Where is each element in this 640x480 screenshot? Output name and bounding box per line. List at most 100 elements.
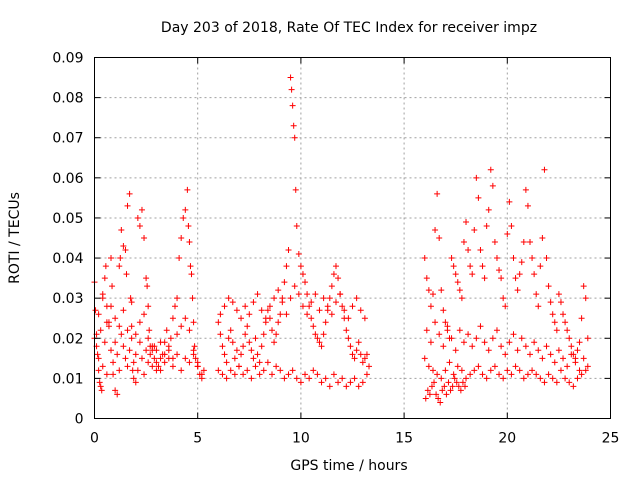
data-point <box>114 351 121 358</box>
data-point <box>576 367 583 374</box>
data-point <box>112 315 119 322</box>
data-point <box>302 371 309 378</box>
data-point <box>489 335 496 342</box>
data-point <box>481 275 488 282</box>
data-point <box>443 391 450 398</box>
data-point <box>295 291 302 298</box>
data-point <box>109 283 116 290</box>
data-point <box>574 347 581 354</box>
data-point <box>562 319 569 326</box>
y-tick-label: 0.01 <box>52 371 83 387</box>
data-point <box>421 255 428 262</box>
data-point <box>180 214 187 221</box>
data-point <box>293 375 300 382</box>
data-point <box>423 327 430 334</box>
data-point <box>566 335 573 342</box>
data-point <box>510 331 517 338</box>
data-point <box>186 327 193 334</box>
data-point <box>231 355 238 362</box>
data-point <box>487 367 494 374</box>
data-point <box>347 379 354 386</box>
data-point <box>304 291 311 298</box>
data-point <box>215 367 222 374</box>
data-point <box>510 255 517 262</box>
data-point <box>463 375 470 382</box>
data-point <box>345 315 352 322</box>
data-point <box>326 295 333 302</box>
data-point <box>442 319 449 326</box>
data-point <box>235 363 242 370</box>
data-point <box>502 303 509 310</box>
data-point <box>101 339 108 346</box>
x-tick-label: 10 <box>292 431 310 447</box>
data-point <box>343 383 350 390</box>
y-tick-label: 0.03 <box>52 291 83 307</box>
data-point <box>153 347 160 354</box>
data-point <box>506 339 513 346</box>
data-point <box>101 275 108 282</box>
x-tick-label: 15 <box>395 431 413 447</box>
data-point <box>308 315 315 322</box>
data-point <box>537 263 544 270</box>
data-point <box>537 375 544 382</box>
data-point <box>475 194 482 201</box>
data-point <box>108 347 115 354</box>
data-point <box>560 355 567 362</box>
data-point <box>441 383 448 390</box>
data-point <box>275 287 282 294</box>
data-point <box>95 355 102 362</box>
data-point <box>192 355 199 362</box>
data-point <box>458 295 465 302</box>
data-point <box>227 367 234 374</box>
data-point <box>134 367 141 374</box>
data-point <box>508 222 515 229</box>
data-point <box>580 283 587 290</box>
data-point <box>242 331 249 338</box>
data-point <box>153 367 160 374</box>
data-point <box>128 323 135 330</box>
data-point <box>287 295 294 302</box>
data-point <box>167 335 174 342</box>
data-point <box>533 291 540 298</box>
data-point <box>456 287 463 294</box>
data-point <box>578 371 585 378</box>
data-point <box>217 311 224 318</box>
y-tick-label: 0.09 <box>52 51 83 67</box>
data-point <box>539 235 546 241</box>
data-point <box>467 263 474 270</box>
data-point <box>524 371 531 378</box>
data-point <box>531 271 538 278</box>
data-point <box>545 283 552 290</box>
data-point <box>92 307 99 314</box>
data-point <box>169 363 176 370</box>
data-point <box>549 311 556 318</box>
data-points <box>91 74 591 406</box>
y-axis-label: ROTI / TECUs <box>7 192 23 284</box>
data-point <box>475 363 482 370</box>
data-point <box>252 363 259 370</box>
data-point <box>425 287 432 294</box>
data-point <box>429 291 436 298</box>
data-point <box>178 323 185 330</box>
data-point <box>436 331 443 338</box>
data-point <box>529 255 536 262</box>
data-point <box>337 291 344 298</box>
data-point <box>96 379 103 386</box>
data-point <box>349 351 356 358</box>
data-point <box>112 387 119 394</box>
data-point <box>328 311 335 318</box>
data-point <box>291 134 298 141</box>
data-point <box>128 335 135 342</box>
data-point <box>432 319 439 326</box>
data-point <box>122 355 129 362</box>
data-point <box>574 375 581 382</box>
data-point <box>120 307 127 314</box>
data-point <box>285 247 292 254</box>
data-point <box>132 379 139 386</box>
data-point <box>429 367 436 374</box>
data-point <box>477 323 484 330</box>
data-point <box>566 379 573 386</box>
data-point <box>553 327 560 334</box>
data-point <box>256 359 263 366</box>
